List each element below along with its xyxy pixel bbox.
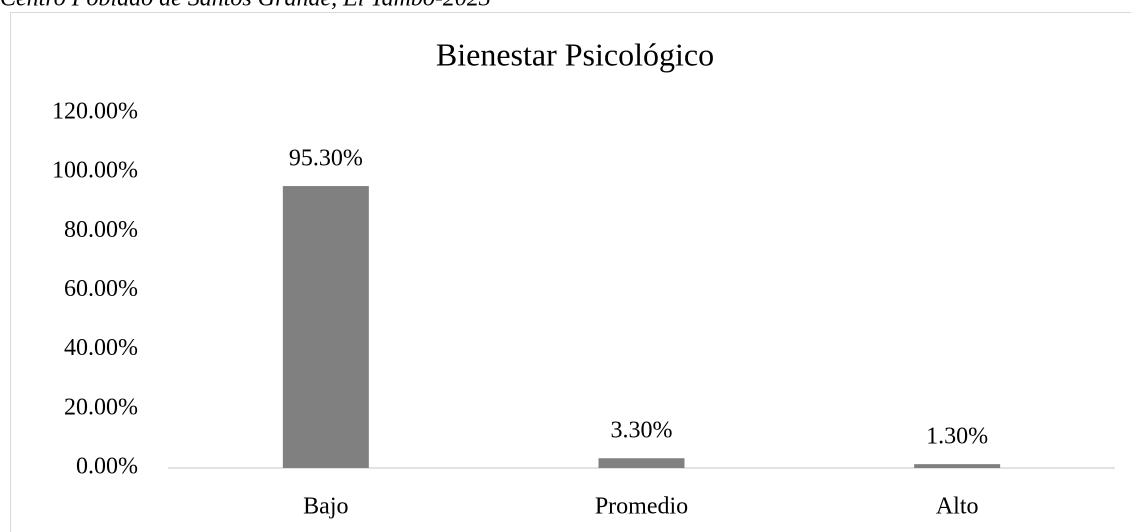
x-tick-label: Promedio xyxy=(595,494,688,520)
data-label: 1.30% xyxy=(926,424,988,450)
y-tick-label: 100.00% xyxy=(52,158,138,184)
data-label: 95.30% xyxy=(289,146,363,172)
caption: Centro Poblado de Santos Grande, El Tamb… xyxy=(0,0,491,12)
y-tick-label: 80.00% xyxy=(64,217,138,243)
bar xyxy=(598,458,685,468)
bar xyxy=(282,186,369,468)
chart-border xyxy=(10,12,1131,532)
data-label: 3.30% xyxy=(611,418,673,444)
y-tick-label: 0.00% xyxy=(76,454,138,480)
x-tick-label: Bajo xyxy=(303,494,348,520)
y-tick-label: 20.00% xyxy=(64,394,138,420)
bar xyxy=(914,464,1001,468)
y-tick-label: 120.00% xyxy=(52,99,138,125)
x-tick-label: Alto xyxy=(936,494,979,520)
y-tick-label: 60.00% xyxy=(64,276,138,302)
y-tick-label: 40.00% xyxy=(64,335,138,361)
chart-title: Bienestar Psicológico xyxy=(436,36,714,72)
